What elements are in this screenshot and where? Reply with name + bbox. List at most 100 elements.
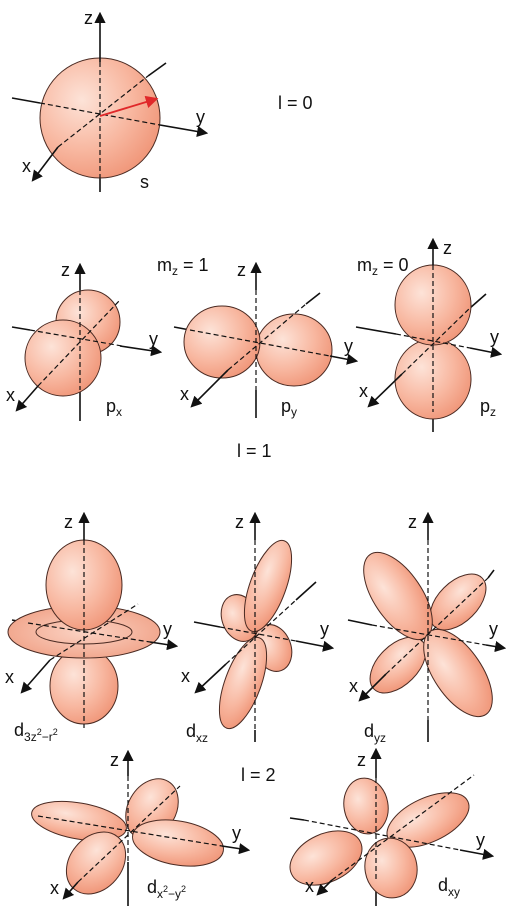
dxy-lobe-back-left	[343, 777, 389, 835]
py-lobe-left	[183, 305, 261, 379]
dyz-orbital-panel: z y x dyz	[347, 511, 507, 745]
px-z-label: z	[61, 260, 70, 280]
s-y-axis-back	[11, 97, 41, 104]
px-y-label: y	[149, 329, 158, 349]
dxy-x-axis-hidden	[331, 774, 475, 881]
dz2-x-axis-hidden	[49, 603, 139, 661]
px-y-axis-back	[11, 326, 31, 331]
dyz-lobe-front-left	[369, 636, 427, 694]
dxz-lobe-upper	[243, 539, 293, 633]
pz-x-axis	[367, 373, 403, 408]
l2-label: l = 2	[241, 765, 276, 785]
py-orbital-label: py	[281, 396, 297, 419]
dx2y2-y-label: y	[232, 823, 241, 843]
pz-orbital-panel: z y x pz	[355, 237, 503, 432]
pz-x-axis-back	[469, 293, 487, 309]
py-orbital-panel: z y x py	[173, 260, 359, 419]
dxz-y-axis	[295, 640, 335, 652]
dxy-y-axis-hidden	[303, 819, 461, 851]
dz2-orbital-panel: z y x d3z2−r2	[5, 511, 179, 744]
dx2y2-x-axis-hidden	[77, 785, 181, 883]
l1-label: l = 1	[237, 441, 272, 461]
py-x-axis-hidden	[227, 303, 307, 371]
dz2-orbital-label: d3z2−r2	[14, 720, 58, 744]
pz-y-label: y	[490, 327, 499, 347]
dxy-x-axis	[316, 879, 333, 896]
dxy-y-label: y	[476, 830, 485, 850]
py-x-axis	[190, 369, 229, 408]
dx2y2-z-label: z	[110, 750, 119, 770]
dx2y2-lobe-front-y	[132, 819, 224, 867]
pz-y-axis-hidden	[395, 333, 471, 349]
py-y-label: y	[344, 336, 353, 356]
dz2-x-label: x	[5, 667, 14, 687]
dxy-z-label: z	[357, 750, 366, 770]
dyz-x-label: x	[349, 676, 358, 696]
dyz-z-label: z	[408, 512, 417, 532]
dyz-x-axis-back	[487, 569, 495, 579]
s-radius-vector	[99, 95, 159, 117]
dyz-y-label: y	[489, 619, 498, 639]
dyz-y-axis-hidden	[371, 624, 487, 646]
dxy-lobe-front-right	[364, 837, 418, 899]
dyz-orbital-label: dyz	[364, 721, 386, 745]
dxz-x-label: x	[181, 666, 190, 686]
px-x-axis-hidden	[37, 299, 121, 387]
dxz-x-axis	[194, 663, 227, 694]
s-x-axis	[31, 146, 59, 182]
py-x-label: x	[180, 384, 189, 404]
mz-one-label: mz = 1	[157, 255, 209, 278]
pz-x-label: x	[359, 381, 368, 401]
s-x-axis-hidden	[57, 75, 149, 148]
dxz-orbital-label: dxz	[186, 721, 208, 745]
dz2-y-axis	[149, 639, 179, 651]
dxz-y-label: y	[320, 619, 329, 639]
dyz-y-axis	[485, 641, 507, 653]
dx2y2-orbital-panel: z y x dx2−y2	[31, 749, 251, 906]
dx2y2-y-axis	[221, 843, 251, 855]
dyz-lobe-lower-right	[423, 628, 493, 718]
dx2y2-x-label: x	[50, 878, 59, 898]
dz2-x-axis	[20, 659, 51, 694]
dxy-y-axis	[459, 848, 495, 860]
s-orbital-panel: z y x s l = 0	[11, 8, 313, 192]
px-x-label: x	[6, 385, 15, 405]
py-x-axis-back	[305, 292, 321, 305]
s-orbital-label: s	[140, 172, 149, 192]
dxz-orbital-panel: z y x dxz	[181, 511, 335, 745]
pz-y-axis	[469, 346, 503, 358]
l0-label: l = 0	[278, 93, 313, 113]
pz-orbital-label: pz	[480, 396, 496, 419]
dxy-x-label: x	[305, 876, 314, 896]
dyz-x-axis	[358, 673, 387, 702]
dx2y2-lobe-back-y	[31, 800, 127, 842]
s-x-axis-back	[147, 62, 167, 77]
dyz-y-axis-back	[347, 619, 373, 626]
dxz-y-axis-back	[193, 621, 221, 628]
py-y-axis	[329, 353, 359, 365]
s-y-axis-hidden	[39, 102, 161, 126]
dyz-x-axis-hidden	[385, 577, 489, 675]
px-y-axis	[119, 345, 163, 357]
dxz-y-axis-hidden	[219, 626, 297, 642]
py-z-label: z	[237, 260, 246, 280]
dz2-y-label: y	[163, 619, 172, 639]
py-lobe-right	[255, 313, 333, 387]
s-y-axis	[159, 124, 209, 137]
dxy-y-axis-back	[289, 817, 305, 821]
pz-z-label: z	[443, 238, 452, 258]
dz2-z-label: z	[64, 512, 73, 532]
px-orbital-panel: z y x px	[6, 260, 163, 421]
dx2y2-y-axis-hidden	[37, 815, 223, 847]
s-z-label: z	[84, 8, 93, 28]
dxy-orbital-panel: z y x dxy	[289, 747, 495, 906]
s-x-label: x	[22, 156, 31, 176]
px-x-axis	[15, 385, 39, 412]
dz2-y-axis-hidden	[27, 622, 151, 643]
dxz-x-axis-back	[295, 581, 317, 601]
dyz-lobe-back-right	[429, 573, 487, 631]
dxy-orbital-label: dxy	[438, 875, 460, 899]
mz-zero-label: mz = 0	[357, 255, 409, 278]
px-orbital-label: px	[106, 396, 122, 419]
